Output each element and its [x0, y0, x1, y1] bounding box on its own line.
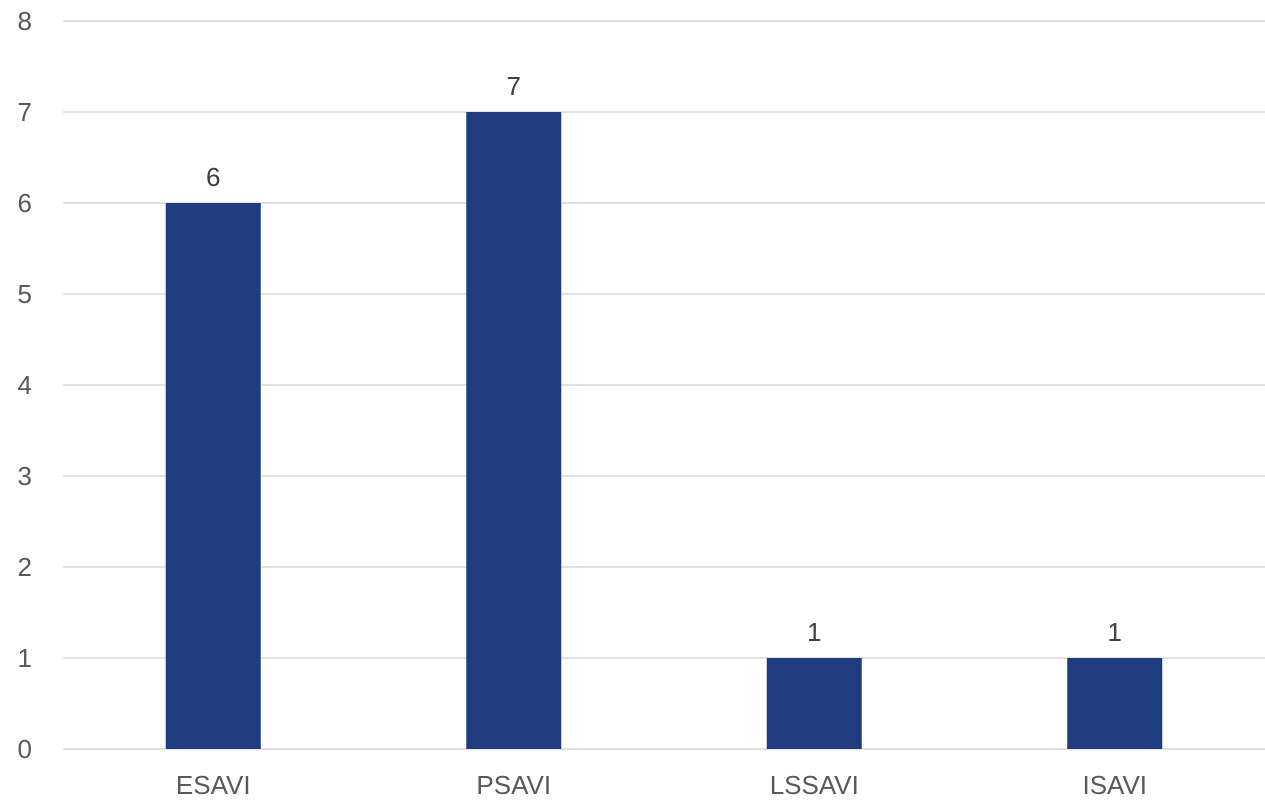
bar-psavi [466, 112, 562, 749]
x-category-label: ISAVI [1082, 770, 1147, 800]
bar-isavi [1067, 658, 1163, 749]
x-axis-category-labels: ESAVI PSAVI LSSAVI ISAVI [176, 770, 1147, 800]
data-label: 1 [1108, 617, 1122, 647]
y-tick-label: 1 [18, 643, 32, 673]
y-tick-label: 0 [18, 734, 32, 764]
y-tick-label: 3 [18, 461, 32, 491]
x-category-label: PSAVI [476, 770, 551, 800]
x-category-label: ESAVI [176, 770, 251, 800]
gridlines [63, 20, 1265, 750]
y-tick-label: 8 [18, 6, 32, 36]
data-label: 7 [507, 71, 521, 101]
y-tick-label: 2 [18, 552, 32, 582]
y-tick-label: 7 [18, 97, 32, 127]
data-labels: 6 7 1 1 [206, 71, 1122, 647]
y-tick-label: 5 [18, 279, 32, 309]
y-tick-label: 6 [18, 188, 32, 218]
bar-lssavi [766, 658, 862, 749]
x-category-label: LSSAVI [770, 770, 859, 800]
bars [165, 112, 1163, 749]
bar-esavi [165, 203, 261, 749]
y-tick-label: 4 [18, 370, 32, 400]
y-axis-tick-labels: 0 1 2 3 4 5 6 7 8 [18, 6, 32, 764]
data-label: 1 [807, 617, 821, 647]
data-label: 6 [206, 162, 220, 192]
